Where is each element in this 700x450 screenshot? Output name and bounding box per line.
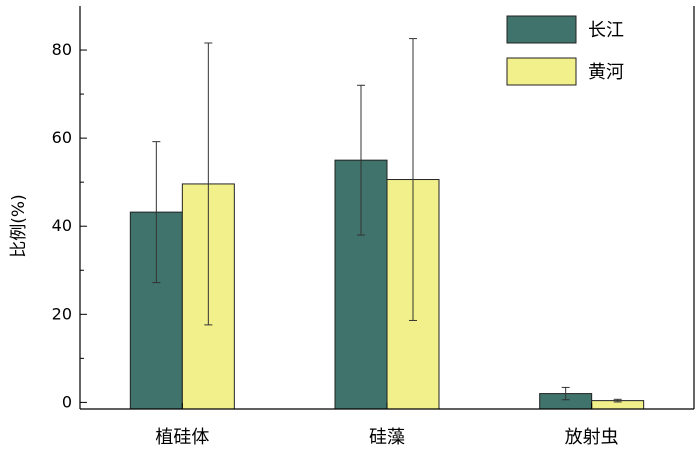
y-tick-label: 40 [52,216,72,235]
y-tick-label: 60 [52,128,72,147]
x-tick-label: 放射虫 [565,427,619,448]
x-tick-label: 植硅体 [155,427,209,448]
legend-swatch [506,57,577,86]
legend-label: 长江 [588,20,624,41]
y-tick-label: 20 [52,304,72,323]
y-tick-label: 80 [52,40,72,59]
legend-label: 黄河 [588,62,624,83]
y-axis-title: 比例(%) [9,194,29,257]
chart-marks [129,38,645,410]
legend-swatch [506,15,577,44]
y-tick-label: 0 [62,392,72,411]
x-tick-label: 硅藻 [369,427,405,448]
chart-axes: 植硅体 硅藻 放射虫 0 20 40 60 80 [52,6,695,448]
